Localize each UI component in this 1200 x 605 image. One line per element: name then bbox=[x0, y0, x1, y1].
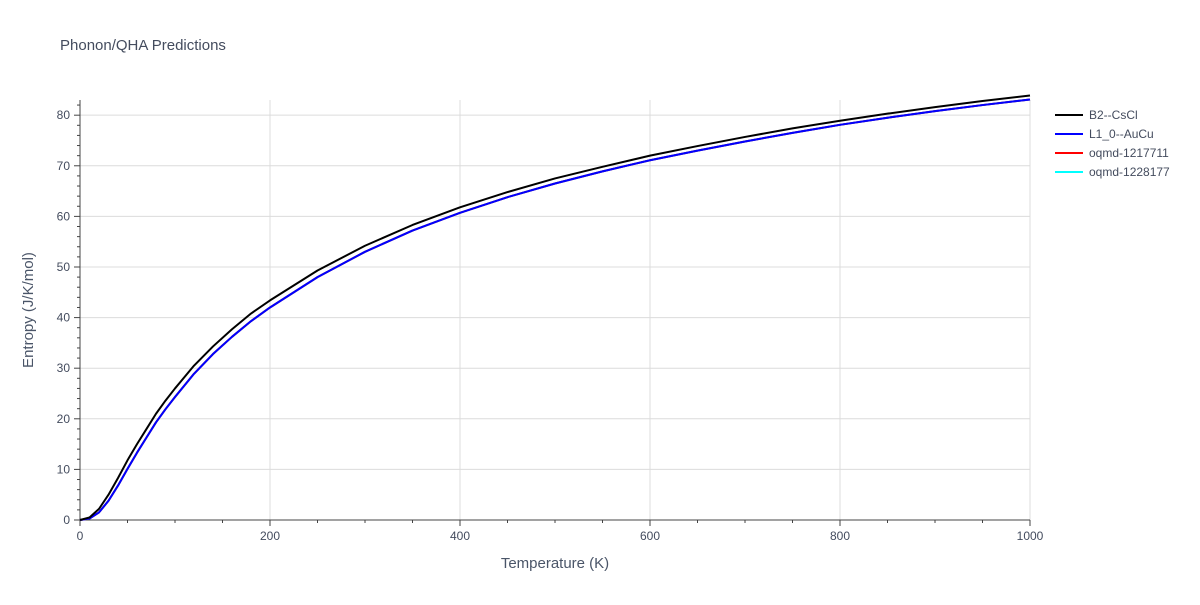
y-tick-label: 20 bbox=[57, 412, 71, 426]
legend[interactable]: B2--CsCl L1_0--AuCu oqmd-1217711 oqmd-12281… bbox=[1055, 108, 1170, 179]
y-tick-label: 50 bbox=[57, 260, 71, 274]
legend-label: oqmd-1228177 bbox=[1089, 165, 1170, 179]
chart-title: Phonon/QHA Predictions bbox=[60, 37, 226, 54]
series-line-2 bbox=[79, 98, 1031, 521]
series-line-0 bbox=[79, 94, 1031, 521]
legend-item-1[interactable]: L1_0--AuCu bbox=[1055, 127, 1154, 141]
x-tick-label: 0 bbox=[77, 529, 84, 543]
y-tick-label: 30 bbox=[57, 361, 71, 375]
x-tick-label: 400 bbox=[450, 529, 470, 543]
grid-layer bbox=[80, 100, 1031, 520]
legend-label: L1_0--AuCu bbox=[1089, 127, 1154, 141]
legend-item-3[interactable]: oqmd-1228177 bbox=[1055, 165, 1170, 179]
y-tick-label: 10 bbox=[57, 462, 71, 476]
y-tick-label: 80 bbox=[57, 108, 71, 122]
series-layer bbox=[79, 94, 1031, 521]
x-tick-label: 800 bbox=[830, 529, 850, 543]
legend-item-0[interactable]: B2--CsCl bbox=[1055, 108, 1138, 122]
x-tick-label: 1000 bbox=[1017, 529, 1044, 543]
y-tick-label: 60 bbox=[57, 209, 71, 223]
axes-layer: 0 200 400 600 800 1000 0 10 20 30 40 50 60 70 80 bbox=[57, 100, 1044, 543]
x-axis-title: Temperature (K) bbox=[501, 555, 609, 572]
series-line-1 bbox=[79, 98, 1031, 521]
y-axis-title: Entropy (J/K/mol) bbox=[20, 252, 37, 368]
y-tick-label: 0 bbox=[63, 513, 70, 527]
series-line-3 bbox=[79, 98, 1031, 521]
legend-label: oqmd-1217711 bbox=[1089, 146, 1169, 160]
legend-item-2[interactable]: oqmd-1217711 bbox=[1055, 146, 1169, 160]
y-tick-label: 70 bbox=[57, 159, 71, 173]
y-tick-label: 40 bbox=[57, 311, 71, 325]
x-tick-label: 200 bbox=[260, 529, 280, 543]
legend-label: B2--CsCl bbox=[1089, 108, 1138, 122]
x-tick-label: 600 bbox=[640, 529, 660, 543]
